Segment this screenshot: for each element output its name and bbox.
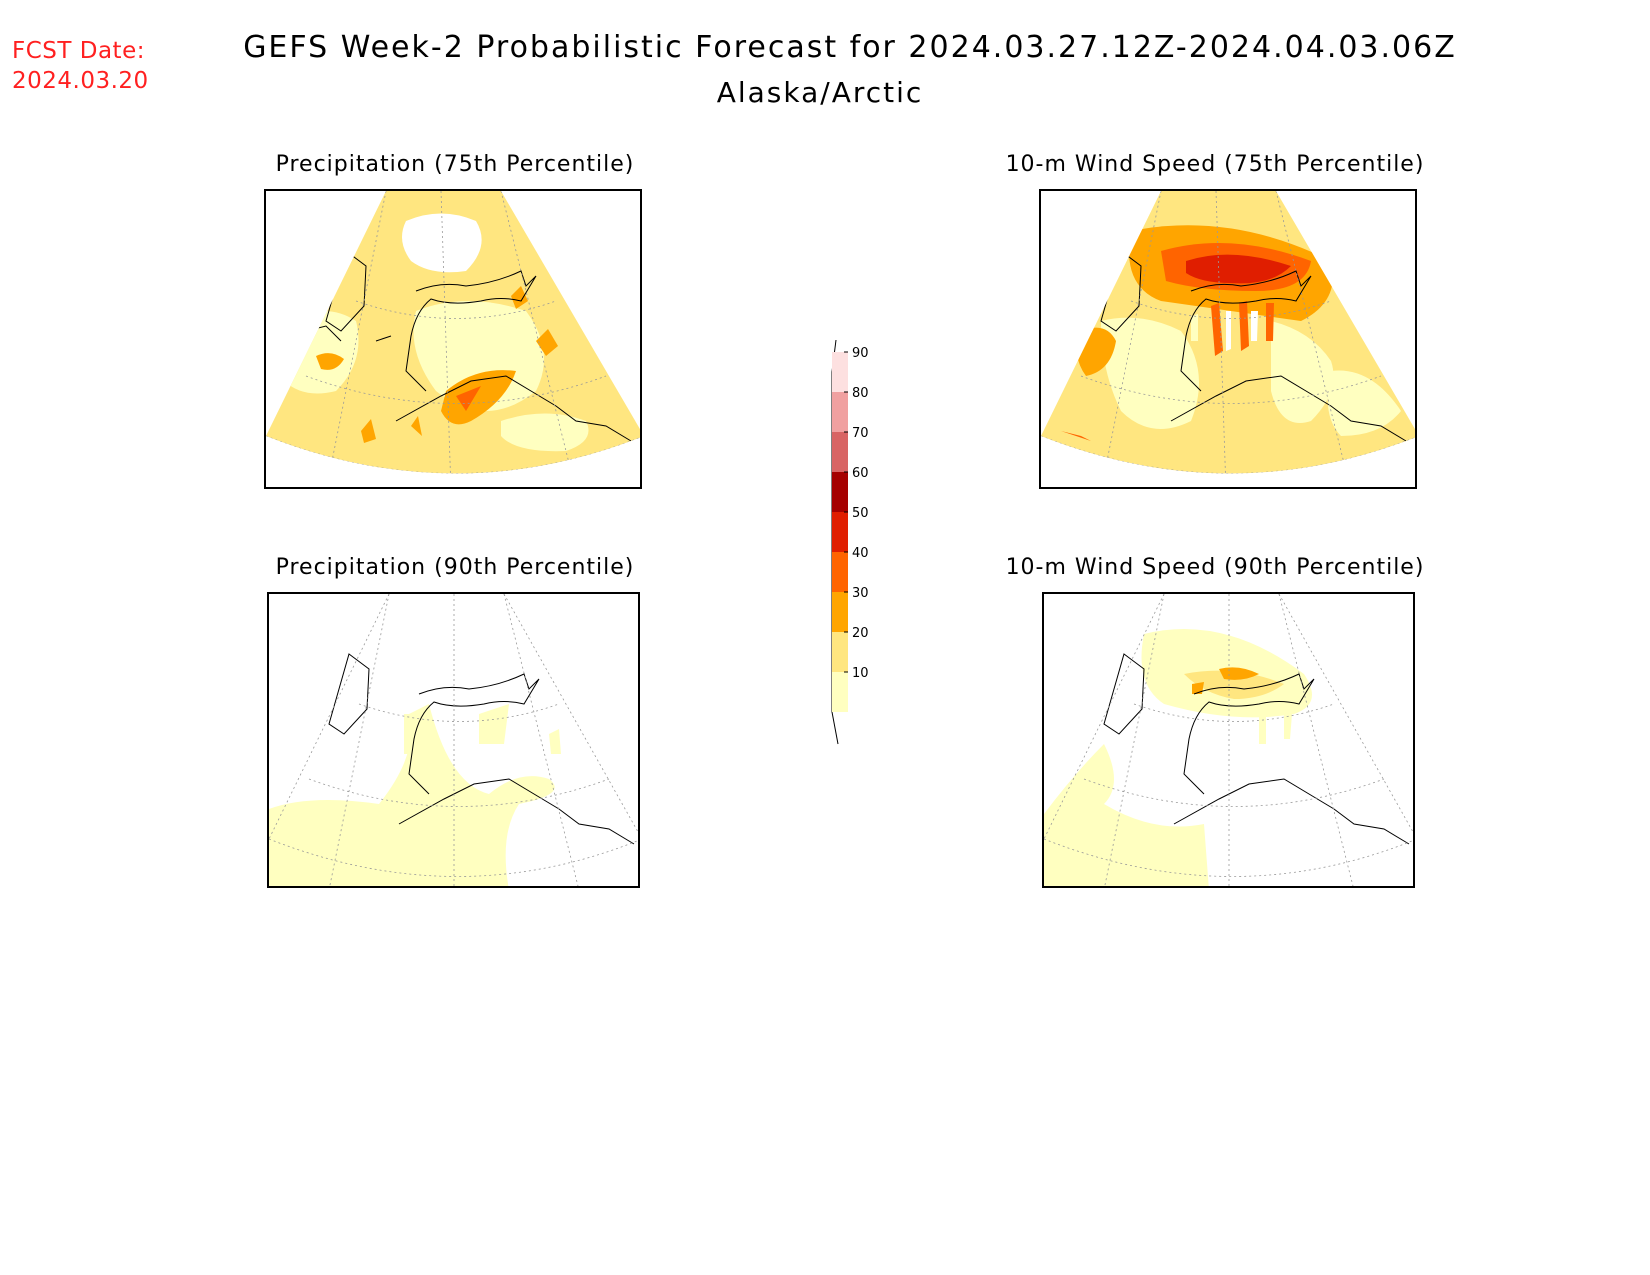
panel-title-precip75: Precipitation (75th Percentile) — [275, 152, 635, 177]
map-wind75 — [1039, 189, 1417, 489]
colorbar-label-70: 70 — [852, 426, 869, 441]
colorbar-swatch-5 — [832, 472, 848, 512]
colorbar-label-50: 50 — [852, 506, 869, 521]
colorbar-swatch-1 — [832, 632, 848, 672]
colorbar-swatch-2 — [832, 592, 848, 632]
page-title: GEFS Week-2 Probabilistic Forecast for 2… — [243, 30, 1457, 65]
colorbar-swatch-3 — [832, 552, 848, 592]
colorbar-label-30: 30 — [852, 586, 869, 601]
panel-title-wind75: 10-m Wind Speed (75th Percentile) — [1005, 152, 1425, 177]
colorbar-swatch-0 — [832, 672, 848, 712]
colorbar-label-60: 60 — [852, 466, 869, 481]
colorbar-swatch-6 — [832, 432, 848, 472]
colorbar-label-10: 10 — [852, 666, 869, 681]
page-subtitle: Alaska/Arctic — [716, 76, 924, 109]
colorbar-label-90: 90 — [852, 346, 869, 361]
colorbar-label-20: 20 — [852, 626, 869, 641]
forecast-date-block: FCST Date: 2024.03.20 — [12, 36, 149, 96]
colorbar-swatch-8 — [832, 352, 848, 392]
forecast-date-value: 2024.03.20 — [12, 68, 149, 94]
map-wind90 — [1042, 592, 1415, 888]
colorbar-label-40: 40 — [852, 546, 869, 561]
forecast-date-label: FCST Date: — [12, 38, 145, 64]
colorbar: 10 20 30 40 50 60 70 80 90 — [831, 339, 869, 745]
panel-title-precip90: Precipitation (90th Percentile) — [275, 555, 635, 580]
map-precip75 — [264, 189, 642, 489]
colorbar-swatch-7 — [832, 392, 848, 432]
map-precip90 — [267, 592, 640, 888]
colorbar-label-80: 80 — [852, 386, 869, 401]
colorbar-swatch-4 — [832, 512, 848, 552]
panel-title-wind90: 10-m Wind Speed (90th Percentile) — [1005, 555, 1425, 580]
